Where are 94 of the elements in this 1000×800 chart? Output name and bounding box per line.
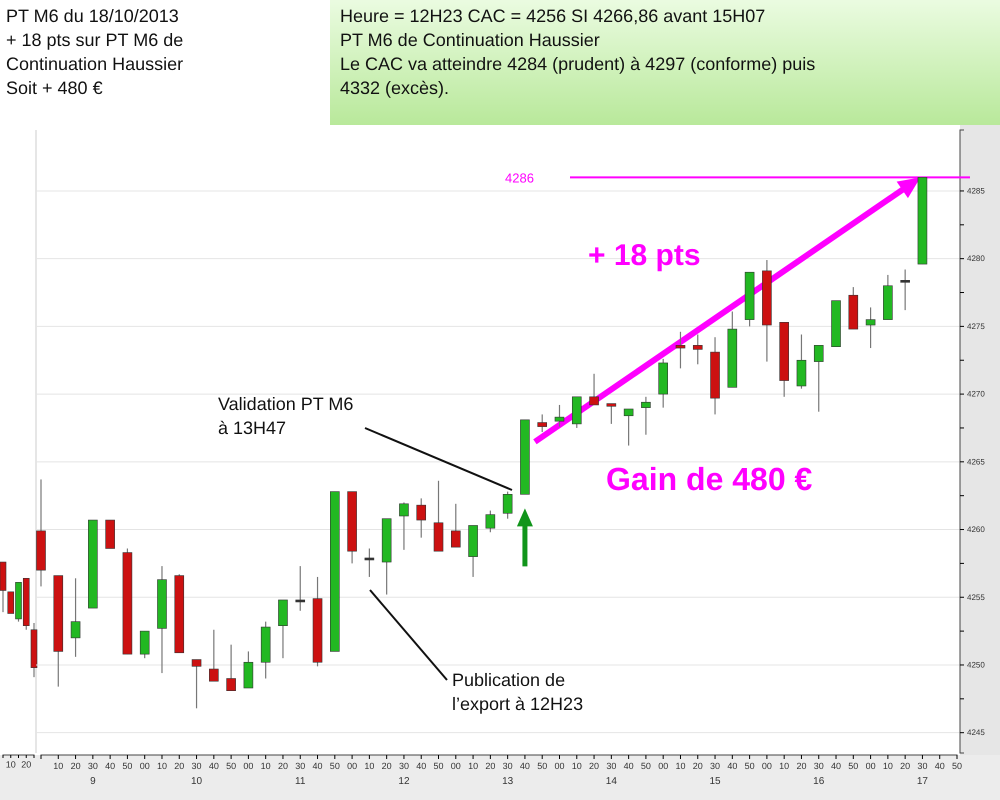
x-tick-label: 40 — [727, 761, 738, 771]
x-tick-label: 10 — [779, 761, 790, 771]
x-tick-label: 40 — [312, 761, 323, 771]
y-tick-label: 4270 — [967, 390, 986, 399]
x-tick-label: 40 — [416, 761, 426, 771]
candlestick — [192, 658, 202, 709]
x-tick-label: 30 14 — [606, 761, 618, 787]
annotation: Gain de 480 € — [606, 461, 813, 497]
x-tick-label: 20 — [485, 761, 496, 771]
x-tick-label: 50 — [640, 761, 651, 771]
chart-title: PT M6 du 18/10/2013 + 18 pts sur PT M6 de Continuation Haussier Soit + 480 € — [6, 6, 184, 98]
x-tick-label: 30 9 — [88, 761, 98, 787]
y-tick-label: 4280 — [967, 254, 986, 264]
x-tick-label: 00 — [554, 761, 564, 771]
x-tick-label: 30 16 — [813, 761, 825, 787]
x-tick-label: 50 — [848, 761, 858, 771]
candlestick — [399, 502, 409, 550]
annotation: Publication de l’export à 12H23 — [452, 670, 584, 714]
x-tick-label: 10 — [53, 761, 64, 771]
x-tick-label: 40 — [624, 761, 634, 771]
y-tick-label: 4255 — [967, 592, 986, 602]
y-tick-label: 4260 — [967, 525, 986, 534]
candlestick — [606, 402, 616, 424]
x-tick-label: 50 — [330, 761, 340, 771]
x-tick-label: 20 — [589, 761, 600, 771]
x-tick-label: 20 — [174, 761, 184, 771]
x-tick-label: 40 — [831, 761, 842, 771]
x-tick-label: 20 — [278, 761, 288, 771]
x-tick-label: 10 — [260, 761, 271, 771]
y-tick-label: 4245 — [967, 728, 986, 738]
x-tick-label: 50 — [537, 761, 548, 771]
x-tick-label: 10 — [675, 761, 686, 771]
x-tick-label: 30 12 — [398, 761, 410, 787]
candlestick — [450, 503, 461, 548]
x-tick-label: 00 — [243, 761, 254, 771]
x-tick-label: 40 — [520, 761, 530, 771]
candlestick — [486, 510, 496, 533]
x-tick-label: 10 — [468, 761, 478, 771]
candlestick — [692, 334, 703, 365]
x-tick-label: 20 — [70, 761, 81, 771]
x-tick-label: 10 — [364, 761, 374, 771]
x-tick-label: 10 — [6, 759, 16, 770]
candlestick — [554, 404, 564, 428]
x-tick-label: 40 — [105, 761, 116, 771]
x-tick-label: 20 — [900, 761, 910, 771]
y-tick-label: 4275 — [967, 322, 986, 331]
chart-subtitle: Heure = 12H23 CAC = 4256 SI 4266,86 avant 15H07 PT M6 de Continuation Haussier Le CAC va atteindre 4284 (prudent) à 4297 (conforme) puis 4332 (excès). — [340, 6, 816, 98]
candlestick — [866, 306, 876, 349]
x-tick-label: 30 15 — [709, 761, 722, 787]
x-tick-label: 00 — [866, 761, 876, 771]
candlestick — [537, 414, 548, 433]
x-tick-label: 50 — [434, 761, 444, 771]
candlestick — [900, 268, 910, 311]
x-tick-label: 50 — [744, 761, 755, 771]
candlestick — [624, 408, 634, 446]
x-tick-label: 50 — [226, 761, 236, 771]
candlestick — [70, 578, 80, 658]
x-tick-label: 00 — [658, 761, 668, 771]
annotation: Validation PT M6 à 13H47 — [218, 394, 354, 438]
x-tick-label: 20 — [796, 761, 806, 771]
y-tick-label: 4250 — [967, 660, 986, 670]
candlestick — [676, 331, 686, 369]
x-tick-label: 00 — [762, 761, 772, 771]
x-tick-label: 00 — [450, 761, 461, 771]
candlestick — [140, 630, 150, 659]
candlestick — [502, 491, 512, 520]
x-tick-label: 30 10 — [190, 761, 203, 787]
x-tick-label: 00 — [140, 761, 150, 771]
candlestick — [814, 344, 824, 412]
x-tick-label: 00 — [347, 761, 358, 771]
x-tick-label: 40 — [934, 761, 945, 771]
x-tick-label: 10 — [156, 761, 167, 771]
x-tick-label: 30 11 — [295, 761, 306, 787]
x-tick-label: 20 — [692, 761, 703, 771]
ref-line-label: 4286 — [505, 170, 534, 186]
x-tick-label: 50 — [122, 761, 132, 771]
x-tick-label: 10 — [572, 761, 582, 771]
candlestick — [589, 373, 599, 406]
candlestick — [295, 566, 306, 612]
candlestick — [416, 498, 426, 538]
x-tick-label: 40 — [208, 761, 219, 771]
candlestick — [364, 548, 374, 578]
x-tick-label: 30 17 — [916, 761, 928, 787]
x-tick-label: 20 — [21, 759, 32, 770]
x-tick-label: 10 — [882, 761, 893, 771]
candlestick — [209, 629, 219, 682]
x-tick-label: 50 — [952, 761, 962, 771]
x-tick-label: 20 — [382, 761, 392, 771]
candlestick — [226, 644, 236, 692]
annotation: + 18 pts — [588, 239, 701, 272]
y-tick-label: 4265 — [967, 457, 986, 466]
x-tick-label: 30 13 — [502, 761, 514, 787]
y-tick-label: 4285 — [967, 186, 986, 196]
candlestick — [641, 396, 651, 436]
